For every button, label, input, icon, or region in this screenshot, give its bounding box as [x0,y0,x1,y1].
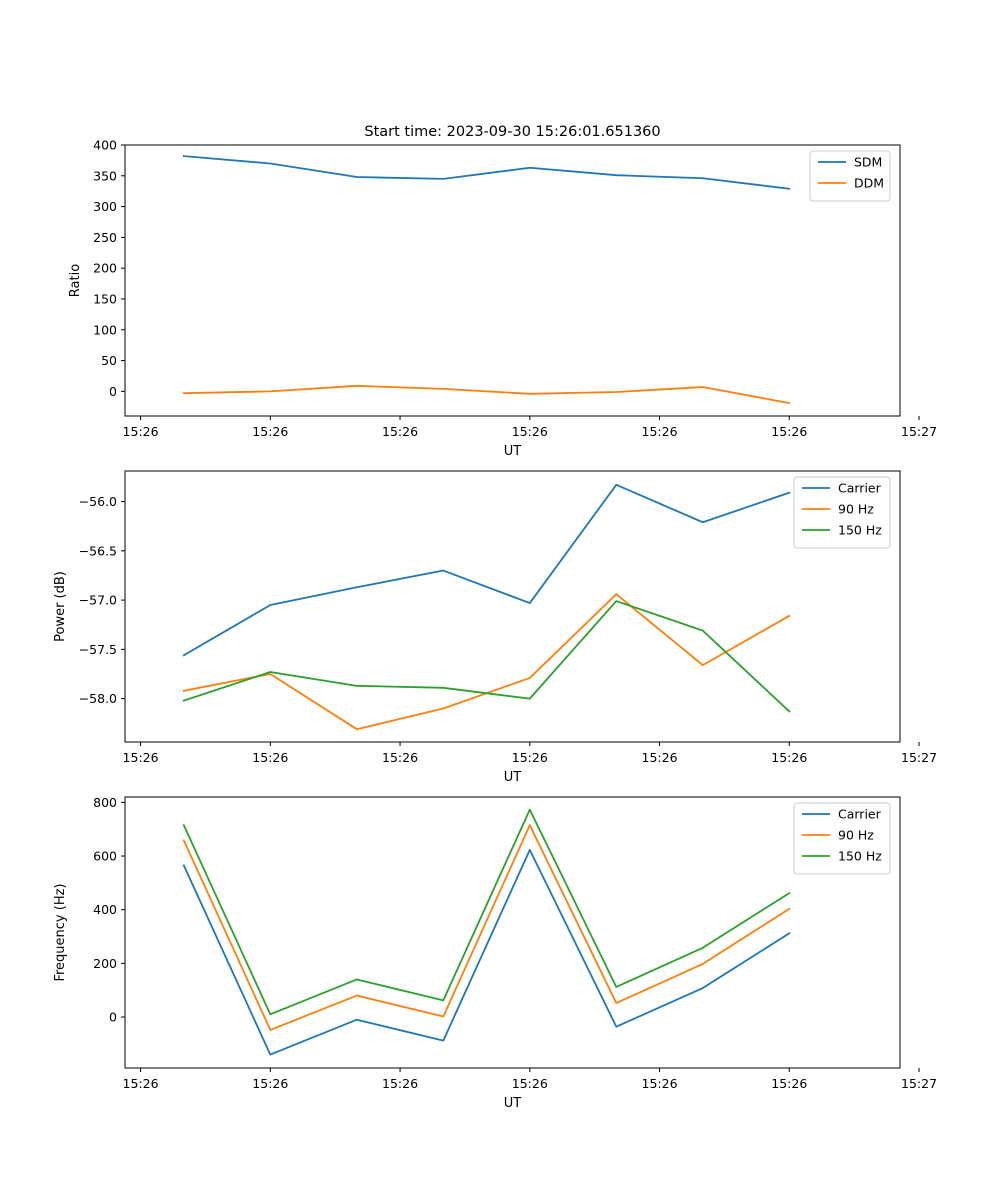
plot-frame [124,144,901,417]
x-tick-label: 15:26 [512,1076,548,1091]
series-line-carrier [182,483,791,657]
series-line-90-hz [182,824,791,1031]
x-tick-label: 15:26 [252,1076,288,1091]
legend-label: Carrier [838,807,882,822]
y-axis-label: Frequency (Hz) [53,883,68,981]
series-line-150-hz [182,808,791,1016]
y-tick-label: 200 [93,956,117,971]
legend-label: DDM [854,176,884,191]
legend-label: 150 Hz [838,849,882,864]
x-tick-label: 15:26 [382,1076,418,1091]
charts-container: Start time: 2023-09-30 15:26:01.651360 0 5… [53,124,937,1111]
x-axis-label: UT [504,444,522,459]
x-tick-label: 15:26 [123,750,159,765]
legend-label: SDM [854,155,882,170]
x-tick-label: 15:26 [642,424,678,439]
x-tick-label: 15:27 [901,750,937,765]
y-tick-label: 0 [109,384,117,399]
chart-title: Start time: 2023-09-30 15:26:01.651360 [364,124,660,140]
legend: SDM DDM [809,150,891,202]
y-axis-label: Ratio [68,264,83,297]
y-tick-label: 250 [93,230,117,245]
y-tick-label: 300 [93,199,117,214]
y-tick-label: −58.0 [79,691,117,706]
y-tick-label: −57.5 [79,642,117,657]
legend: Carrier 90 Hz 150 Hz [793,476,891,549]
x-tick-label: 15:26 [512,750,548,765]
legend-label: 90 Hz [838,502,874,517]
y-tick-label: 600 [93,849,117,864]
y-tick-label: 0 [109,1010,117,1025]
y-axis-label: Power (dB) [53,571,68,642]
legend-box [809,150,891,202]
x-tick-label: 15:26 [642,1076,678,1091]
legend: Carrier 90 Hz 150 Hz [793,802,891,875]
y-tick-label: −56.5 [79,543,117,558]
plot-frame [124,470,901,743]
x-tick-label: 15:26 [252,750,288,765]
legend-label: 150 Hz [838,523,882,538]
x-tick-label: 15:26 [771,424,807,439]
chart-2: −58.0 −57.5 −57.0 −56.5 −56.0 15:26 15:26 15:26… [53,470,937,785]
x-tick-label: 15:26 [382,424,418,439]
series-line-150-hz [182,600,791,713]
chart-1: Start time: 2023-09-30 15:26:01.651360 0 5… [68,124,937,459]
y-tick-label: 100 [93,322,117,337]
y-tick-label: 400 [93,138,117,153]
x-axis-label: UT [504,770,522,785]
y-tick-label: 350 [93,168,117,183]
x-tick-label: 15:26 [642,750,678,765]
x-tick-label: 15:26 [252,424,288,439]
y-tick-label: 150 [93,291,117,306]
y-tick-label: −56.0 [79,494,117,509]
series-line-ddm [182,384,791,405]
series-line-carrier [182,848,791,1056]
chart-3: 0 200 400 600 800 15:26 15:26 15:26 15:26 15:26 15… [53,795,937,1111]
plot-frame [124,796,901,1069]
y-tick-label: 400 [93,902,117,917]
legend-label: Carrier [838,481,882,496]
x-tick-label: 15:26 [123,1076,159,1091]
legend-label: 90 Hz [838,828,874,843]
x-tick-label: 15:26 [123,424,159,439]
y-tick-label: 800 [93,795,117,810]
y-tick-label: −57.0 [79,593,117,608]
x-tick-label: 15:26 [382,750,418,765]
x-tick-label: 15:27 [901,1076,937,1091]
x-tick-label: 15:27 [901,424,937,439]
x-axis-label: UT [504,1096,522,1111]
series-line-sdm [182,155,791,190]
y-tick-label: 200 [93,261,117,276]
x-tick-label: 15:26 [771,1076,807,1091]
x-tick-label: 15:26 [512,424,548,439]
y-tick-label: 50 [101,353,117,368]
x-tick-label: 15:26 [771,750,807,765]
